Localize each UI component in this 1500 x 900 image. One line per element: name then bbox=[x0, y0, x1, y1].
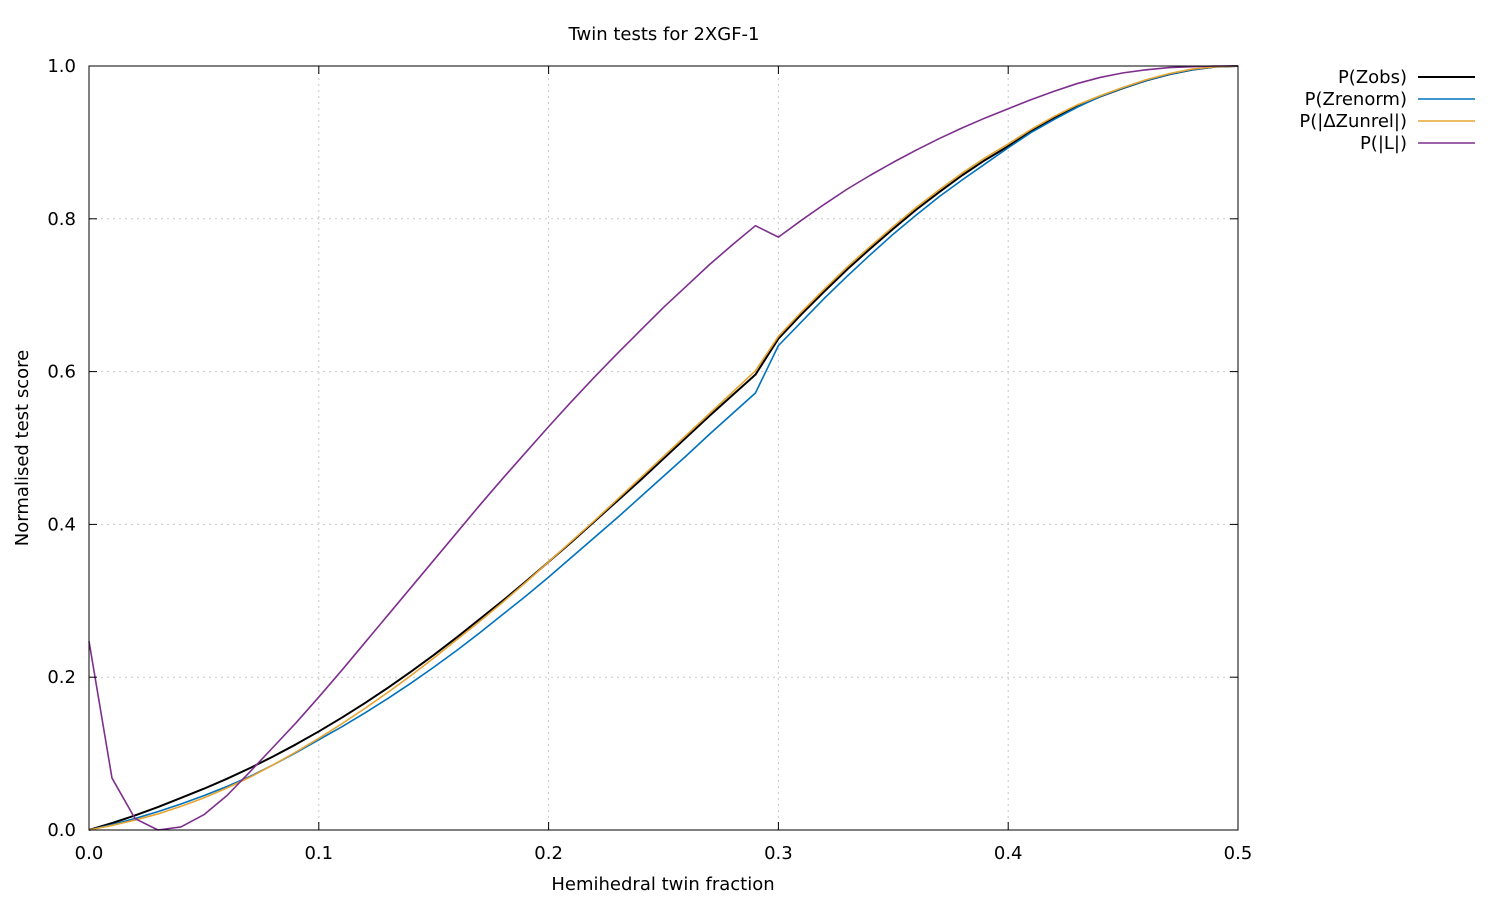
y-tick-label: 1.0 bbox=[47, 56, 76, 77]
tick-marks bbox=[88, 65, 1239, 831]
grid-lines bbox=[89, 66, 1238, 830]
y-tick-label: 0.4 bbox=[47, 514, 76, 535]
legend: P(Zobs)P(Zrenorm)P(|ΔZunrel|)P(|L|) bbox=[1299, 67, 1475, 154]
x-tick-label: 0.2 bbox=[534, 843, 563, 864]
legend-label: P(Zrenorm) bbox=[1305, 89, 1407, 110]
legend-label: P(Zobs) bbox=[1338, 67, 1407, 88]
y-tick-label: 0.2 bbox=[47, 667, 76, 688]
y-tick-label: 0.6 bbox=[47, 362, 76, 383]
y-tick-label: 0.0 bbox=[47, 820, 76, 841]
x-tick-label: 0.4 bbox=[994, 843, 1023, 864]
series-line-3 bbox=[88, 65, 1239, 831]
x-tick-labels: 0.0 0.1 0.2 0.3 0.4 0.5 bbox=[75, 843, 1253, 864]
legend-label: P(|ΔZunrel|) bbox=[1299, 111, 1407, 132]
x-tick-label: 0.0 bbox=[75, 843, 104, 864]
x-tick-label: 0.5 bbox=[1224, 843, 1253, 864]
y-tick-labels: 0.0 0.2 0.4 0.6 0.8 1.0 bbox=[47, 56, 76, 841]
series-line-4 bbox=[88, 65, 1238, 831]
chart-title: Twin tests for 2XGF-1 bbox=[567, 24, 759, 45]
x-tick-label: 0.3 bbox=[764, 843, 793, 864]
legend-label: P(|L|) bbox=[1360, 133, 1407, 154]
x-axis-label: Hemihedral twin fraction bbox=[551, 874, 774, 895]
y-tick-label: 0.8 bbox=[47, 209, 76, 230]
series-layer bbox=[88, 65, 1239, 831]
plot-frame bbox=[88, 65, 1239, 831]
y-axis-label: Normalised test score bbox=[12, 350, 33, 546]
series-line-1 bbox=[88, 65, 1239, 831]
x-tick-label: 0.1 bbox=[304, 843, 333, 864]
